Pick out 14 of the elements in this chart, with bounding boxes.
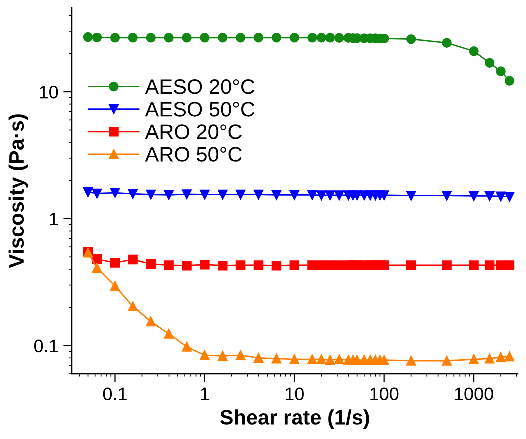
x-tick-label: 100 [370, 388, 399, 400]
legend-label: AESO 50°C [145, 102, 255, 117]
x-axis-title: Shear rate (1/s) [220, 410, 370, 430]
legend-label: ARO 50°C [145, 147, 242, 162]
legend-label: ARO 20°C [145, 124, 242, 140]
x-tick-label: 0.1 [103, 388, 127, 400]
x-tick-label: 1 [201, 388, 210, 400]
y-axis-title: Viscosity (Pa·s) [8, 114, 28, 268]
legend-label: AESO 20°C [145, 80, 255, 94]
y-tick-label: 10 [40, 86, 58, 99]
y-tick-label: 1 [50, 213, 58, 226]
y-tick-label: 0.1 [34, 340, 58, 353]
x-tick-label: 1000 [455, 388, 494, 400]
x-tick-label: 10 [286, 388, 304, 400]
